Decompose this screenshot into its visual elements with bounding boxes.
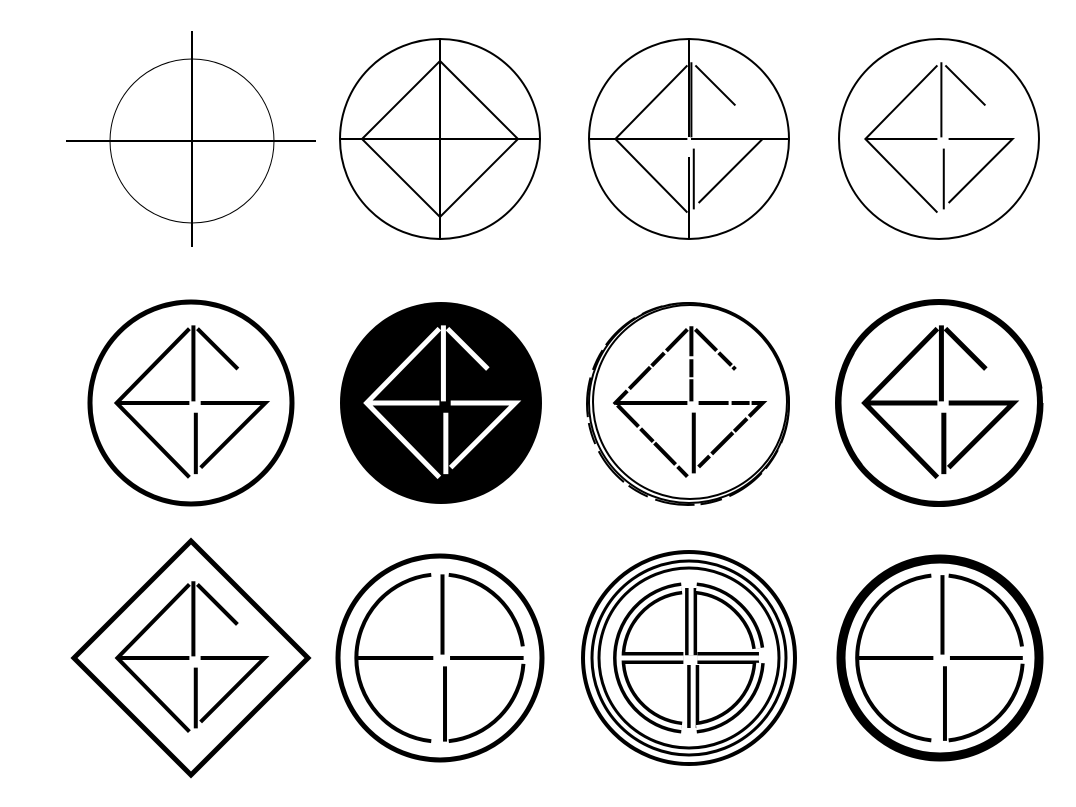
letter-s-upper-arc	[948, 573, 1024, 647]
brush-texture	[586, 302, 790, 506]
letter-s-upper-diagonal	[943, 326, 988, 371]
panel-construction-guides	[66, 31, 316, 247]
letter-s-upper-diagonal	[693, 327, 737, 371]
letter-s-upper-diagonal	[445, 326, 490, 371]
letter-e-arc	[616, 585, 682, 731]
letter-s-lower-chevron	[697, 138, 766, 204]
panel-es-brush-heavy	[835, 299, 1044, 507]
letter-s-upper-diagonal	[944, 64, 987, 107]
inner-ring	[597, 566, 781, 750]
panel-es-diamond-frame	[70, 537, 312, 779]
panel-es-inverted-black	[340, 302, 542, 504]
outer-circle	[87, 299, 295, 507]
panel-es-rounded-single-ring	[335, 553, 545, 763]
panel-es-rough-brush	[586, 302, 790, 506]
panel-es-bold-outline	[87, 299, 295, 507]
letter-s-lower-chevron	[947, 138, 1016, 204]
letter-s-lower-chevron	[199, 656, 270, 724]
middle-ring	[590, 559, 788, 757]
panel-es-rounded-heavy-ring	[836, 554, 1044, 762]
letter-s-upper-arc	[696, 585, 761, 649]
panel-es-thin-outline	[838, 38, 1040, 240]
letter-s-lower-arc	[448, 663, 526, 744]
panel-diamond-in-circle	[339, 38, 541, 240]
letter-s-upper-diagonal	[195, 582, 239, 626]
letter-s-lower-chevron	[946, 400, 1020, 470]
filled-disc	[340, 302, 542, 504]
panel-es-sketch-with-guides	[588, 38, 790, 240]
letter-s-lower-arc	[696, 662, 762, 731]
letter-s-lower-chevron	[448, 400, 522, 470]
outer-ring	[581, 550, 797, 766]
letter-s-upper-diagonal	[694, 64, 737, 107]
letter-s-lower-chevron	[697, 401, 768, 469]
outer-circle	[838, 38, 1040, 240]
diamond-frame	[70, 537, 312, 779]
outer-circle-stroke-2	[592, 304, 788, 500]
letter-s-lower-arc	[948, 663, 1025, 743]
letter-s-upper-diagonal	[196, 327, 240, 371]
heavy-ring	[836, 554, 1044, 762]
letter-s-upper-arc	[448, 572, 525, 647]
inner-diamond	[360, 59, 520, 219]
panel-es-rounded-double-ring	[581, 550, 797, 766]
letter-s-lower-chevron	[199, 401, 271, 470]
outer-circle	[335, 553, 545, 763]
brush-texture	[838, 300, 1044, 506]
